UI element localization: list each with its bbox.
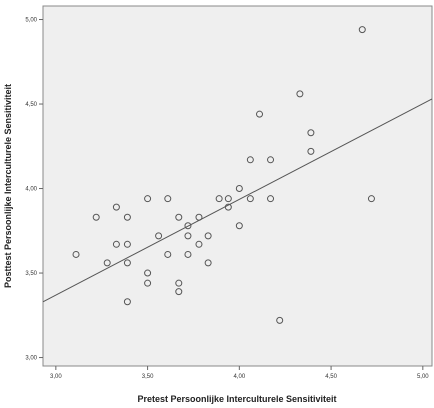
data-points xyxy=(72,26,375,324)
y-tick-label: 3,00 xyxy=(25,356,37,362)
data-point xyxy=(195,213,203,221)
data-point xyxy=(195,240,203,248)
data-point xyxy=(358,26,366,34)
data-point xyxy=(123,240,131,248)
data-point xyxy=(72,250,80,258)
data-point xyxy=(267,156,275,164)
data-point xyxy=(164,195,172,203)
data-point xyxy=(123,298,131,306)
data-point xyxy=(184,232,192,240)
data-point xyxy=(307,147,315,155)
data-point xyxy=(175,288,183,296)
data-point xyxy=(235,185,243,193)
y-tick-label: 5,00 xyxy=(25,18,37,24)
x-tick-label: 4,50 xyxy=(325,374,337,380)
y-axis-ticks: 3,00 3,50 4,00 4,50 5,00 xyxy=(25,18,43,362)
data-point xyxy=(204,232,212,240)
data-point xyxy=(267,195,275,203)
data-point xyxy=(123,259,131,267)
data-point xyxy=(256,110,264,118)
y-axis-title: Posttest Persoonlijke Interculturele Sen… xyxy=(3,84,13,288)
x-axis-ticks: 3,00 3,50 4,00 4,50 5,00 xyxy=(50,366,429,380)
y-tick-label: 3,50 xyxy=(25,271,37,277)
data-point xyxy=(144,269,152,277)
data-point xyxy=(103,259,111,267)
data-point xyxy=(164,250,172,258)
data-point xyxy=(112,203,120,211)
data-point xyxy=(144,195,152,203)
data-point xyxy=(155,232,163,240)
x-tick-label: 4,00 xyxy=(233,374,245,380)
data-point xyxy=(307,129,315,137)
data-point xyxy=(296,90,304,98)
data-point xyxy=(184,250,192,258)
regression-line xyxy=(42,98,433,303)
data-point xyxy=(246,156,254,164)
data-point xyxy=(112,240,120,248)
data-point xyxy=(215,195,223,203)
data-point xyxy=(367,195,375,203)
data-point xyxy=(175,213,183,221)
y-tick-label: 4,50 xyxy=(25,102,37,108)
x-axis-title: Pretest Persoonlijke Interculturele Sens… xyxy=(137,394,336,404)
data-point xyxy=(276,316,284,324)
data-point xyxy=(224,203,232,211)
x-tick-label: 5,00 xyxy=(417,374,429,380)
data-point xyxy=(175,279,183,287)
y-tick-label: 4,00 xyxy=(25,187,37,193)
x-tick-label: 3,50 xyxy=(142,374,154,380)
data-point xyxy=(123,213,131,221)
data-point xyxy=(184,222,192,230)
data-point xyxy=(92,213,100,221)
x-tick-label: 3,00 xyxy=(50,374,62,380)
data-point xyxy=(144,279,152,287)
data-point xyxy=(246,195,254,203)
data-point xyxy=(224,195,232,203)
data-point xyxy=(235,222,243,230)
data-point xyxy=(204,259,212,267)
